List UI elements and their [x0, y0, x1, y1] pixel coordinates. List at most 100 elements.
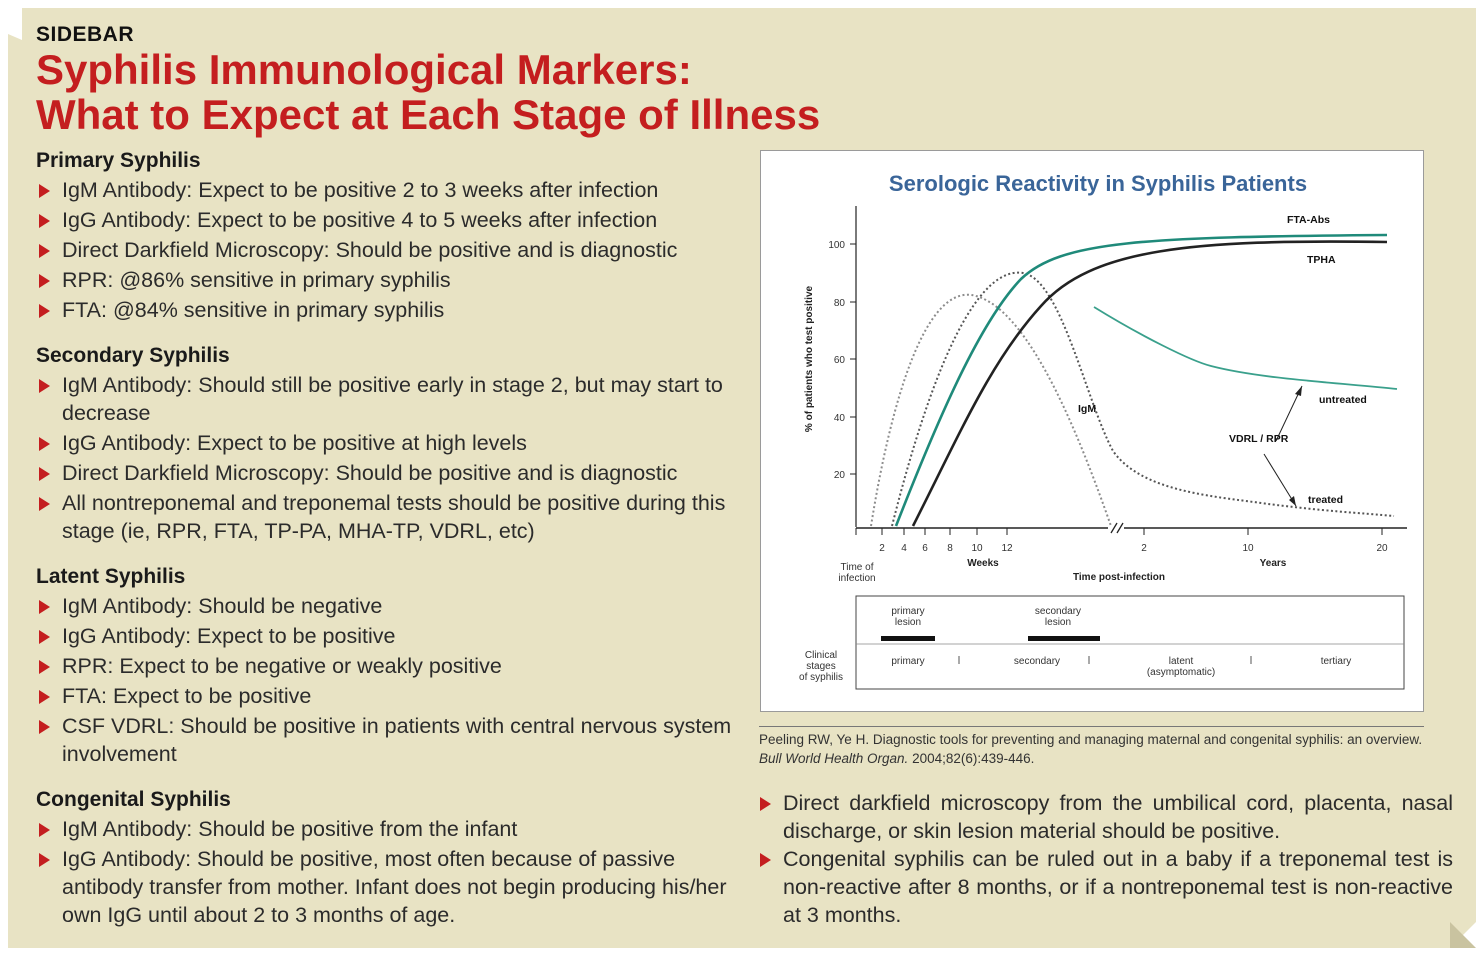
- series-line-tpha: [911, 240, 1388, 527]
- primary-lesion-label: lesion: [895, 617, 921, 628]
- list-item: IgM Antibody: Should be positive from th…: [36, 815, 736, 843]
- list-item-text: Direct darkfield microscopy from the umb…: [783, 791, 1453, 843]
- list-item-text: Direct Darkfield Microscopy: Should be p…: [62, 461, 678, 485]
- list-item: Congenital syphilis can be ruled out in …: [757, 845, 1453, 929]
- x-tick-label: 6: [922, 543, 928, 554]
- list-item: IgM Antibody: Should still be positive e…: [36, 371, 736, 427]
- citation-text: 2004;82(6):439-446.: [908, 751, 1035, 766]
- x-tick-label: 10: [971, 543, 983, 554]
- bullet-triangle-icon: [39, 304, 50, 318]
- x-tick-label: 20: [1376, 543, 1388, 554]
- bullet-triangle-icon: [39, 274, 50, 288]
- bullet-triangle-icon: [39, 660, 50, 674]
- x-tick-label: 2: [879, 543, 885, 554]
- list-item-text: IgM Antibody: Expect to be positive 2 to…: [62, 178, 659, 202]
- x-tick-label: 12: [1001, 543, 1013, 554]
- fta-label: FTA-Abs: [1287, 214, 1330, 226]
- section-heading: Congenital Syphilis: [36, 788, 231, 811]
- congenital-continued: Direct darkfield microscopy from the umb…: [757, 789, 1453, 929]
- untreated-label: untreated: [1319, 394, 1367, 406]
- bullet-triangle-icon: [39, 497, 50, 511]
- years-label: Years: [1260, 558, 1287, 569]
- x-axis-label: Time post-infection: [1073, 572, 1165, 583]
- bullet-triangle-icon: [39, 437, 50, 451]
- secondary-lesion-label: secondary: [1035, 606, 1081, 617]
- page-title: Syphilis Immunological Markers: What to …: [36, 47, 820, 137]
- stage-tertiary: tertiary: [1321, 656, 1352, 667]
- bullet-triangle-icon: [760, 853, 771, 867]
- vdrl-label: VDRL / RPR: [1229, 433, 1289, 445]
- bullet-triangle-icon: [39, 630, 50, 644]
- clinical-stages-box: [855, 595, 1405, 690]
- list-item: RPR: @86% sensitive in primary syphilis: [36, 266, 736, 294]
- section-latent: Latent Syphilis IgM Antibody: Should be …: [36, 564, 736, 768]
- primary-lesion-bar: [881, 636, 935, 641]
- stage-secondary: secondary: [1014, 656, 1060, 667]
- section-secondary: Secondary Syphilis IgM Antibody: Should …: [36, 343, 736, 545]
- list-item: IgG Antibody: Expect to be positive: [36, 622, 736, 650]
- list-item: FTA: @84% sensitive in primary syphilis: [36, 296, 736, 324]
- bullet-list: Direct darkfield microscopy from the umb…: [757, 789, 1453, 929]
- chart-title: Serologic Reactivity in Syphilis Patient…: [889, 171, 1307, 196]
- list-item-text: FTA: Expect to be positive: [62, 684, 312, 708]
- list-item-text: IgG Antibody: Expect to be positive at h…: [62, 431, 527, 455]
- series-labels: FTA-Abs TPHA IgM untreated VDRL / RPR tr…: [1078, 214, 1367, 506]
- list-item-text: IgG Antibody: Should be positive, most o…: [62, 847, 727, 927]
- list-item: Direct Darkfield Microscopy: Should be p…: [36, 236, 736, 264]
- section-heading: Secondary Syphilis: [36, 344, 230, 367]
- axis-break-mark: [1116, 522, 1124, 534]
- citation-journal: Bull World Health Organ.: [759, 751, 909, 766]
- list-item: IgM Antibody: Should be negative: [36, 592, 736, 620]
- stage-latent: latent: [1169, 656, 1194, 667]
- bullet-triangle-icon: [39, 823, 50, 837]
- list-item: IgM Antibody: Expect to be positive 2 to…: [36, 176, 736, 204]
- bullet-triangle-icon: [39, 690, 50, 704]
- igm-label: IgM: [1078, 403, 1096, 415]
- title-line-2: What to Expect at Each Stage of Illness: [36, 91, 821, 138]
- list-item-text: IgG Antibody: Expect to be positive 4 to…: [62, 208, 658, 232]
- y-tick-label: 20: [834, 470, 846, 481]
- stages-column: Primary Syphilis IgM Antibody: Expect to…: [36, 148, 736, 948]
- list-item: RPR: Expect to be negative or weakly pos…: [36, 652, 736, 680]
- stage-primary: primary: [891, 656, 924, 667]
- bullet-triangle-icon: [39, 244, 50, 258]
- section-heading: Primary Syphilis: [36, 149, 201, 172]
- list-item-text: All nontreponemal and treponemal tests s…: [62, 491, 726, 543]
- list-item-text: RPR: Expect to be negative or weakly pos…: [62, 654, 502, 678]
- section-primary: Primary Syphilis IgM Antibody: Expect to…: [36, 148, 736, 324]
- y-tick-label: 80: [834, 298, 846, 309]
- serology-chart: Serologic Reactivity in Syphilis Patient…: [799, 171, 1407, 690]
- serology-figure: Serologic Reactivity in Syphilis Patient…: [760, 150, 1424, 712]
- tpha-label: TPHA: [1307, 254, 1336, 266]
- x-tick-label: 2: [1141, 543, 1147, 554]
- bullet-triangle-icon: [39, 600, 50, 614]
- bullet-list: IgM Antibody: Expect to be positive 2 to…: [36, 176, 736, 324]
- bullet-triangle-icon: [39, 214, 50, 228]
- axis-break-mark: [1110, 522, 1118, 534]
- citation-text: Peeling RW, Ye H. Diagnostic tools for p…: [759, 732, 1423, 747]
- list-item: IgG Antibody: Should be positive, most o…: [36, 845, 736, 929]
- untreated-arrow: [1275, 385, 1303, 442]
- figure-citation: Peeling RW, Ye H. Diagnostic tools for p…: [759, 726, 1424, 768]
- bullet-triangle-icon: [39, 184, 50, 198]
- series-line-igm: [870, 293, 1112, 527]
- section-heading: Latent Syphilis: [36, 565, 186, 588]
- list-item: Direct darkfield microscopy from the umb…: [757, 789, 1453, 845]
- list-item: IgG Antibody: Expect to be positive at h…: [36, 429, 736, 457]
- list-item-text: IgM Antibody: Should be positive from th…: [62, 817, 518, 841]
- list-item-text: Congenital syphilis can be ruled out in …: [783, 847, 1453, 927]
- bullet-triangle-icon: [760, 797, 771, 811]
- series-line-vdrl-treated: [891, 271, 1395, 527]
- x-tick-label: 10: [1242, 543, 1254, 554]
- y-tick-label: 40: [834, 413, 846, 424]
- primary-lesion-label: primary: [891, 606, 924, 617]
- list-item-text: IgG Antibody: Expect to be positive: [62, 624, 396, 648]
- series-line-fta: [894, 233, 1388, 527]
- list-item: IgG Antibody: Expect to be positive 4 to…: [36, 206, 736, 234]
- y-tick-label: 100: [828, 240, 845, 251]
- y-tick-label: 60: [834, 355, 846, 366]
- weeks-label: Weeks: [967, 558, 999, 569]
- time-of-infection-label: infection: [838, 573, 875, 584]
- page-fold-corner: [1450, 922, 1476, 948]
- x-axis: 2 4 6 8 10 12 2 10 20 Weeks Years Time o…: [838, 522, 1407, 584]
